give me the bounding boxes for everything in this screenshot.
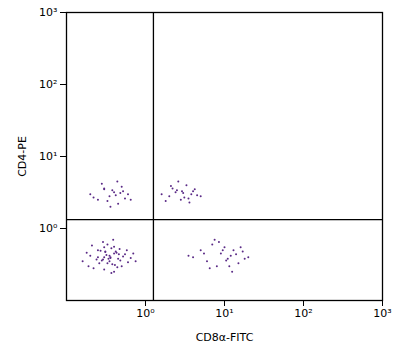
svg-text:10⁰: 10⁰ bbox=[39, 222, 58, 235]
svg-text:10²: 10² bbox=[39, 78, 57, 91]
svg-text:10¹: 10¹ bbox=[215, 307, 233, 320]
svg-text:10¹: 10¹ bbox=[39, 150, 57, 163]
svg-text:CD4-PE: CD4-PE bbox=[16, 136, 29, 177]
svg-text:10³: 10³ bbox=[373, 307, 391, 320]
svg-text:10²: 10² bbox=[294, 307, 312, 320]
svg-text:CD8α-FITC: CD8α-FITC bbox=[196, 331, 254, 344]
svg-text:10³: 10³ bbox=[39, 6, 57, 19]
svg-text:10⁰: 10⁰ bbox=[136, 307, 155, 320]
